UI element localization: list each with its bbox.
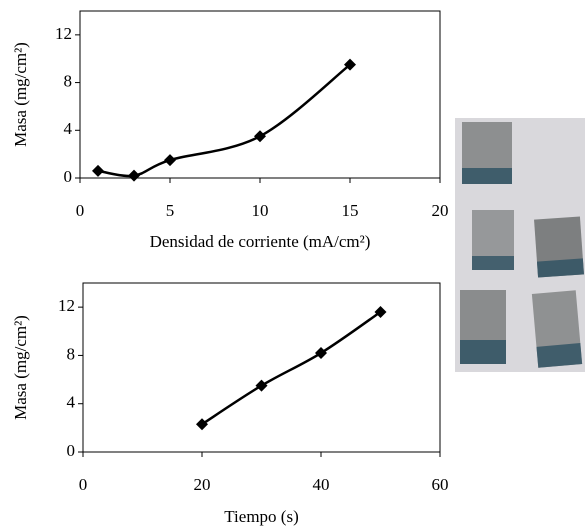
data-point	[374, 305, 387, 318]
y-axis-label: Masa (mg/cm²)	[11, 315, 30, 420]
x-tick-label: 40	[313, 475, 330, 494]
x-tick-label: 0	[79, 475, 88, 494]
x-tick-label: 10	[252, 201, 269, 220]
y-tick-label: 8	[64, 71, 73, 90]
data-point	[344, 58, 356, 71]
x-tick-label: 15	[342, 201, 359, 220]
x-tick-label: 20	[194, 475, 211, 494]
data-point	[255, 379, 268, 392]
data-point	[92, 164, 104, 177]
data-point	[196, 418, 208, 431]
data-point	[164, 154, 176, 167]
y-tick-label: 0	[64, 167, 73, 186]
x-tick-label: 20	[432, 201, 449, 220]
sample-photo	[455, 118, 585, 372]
x-tick-label: 60	[432, 475, 449, 494]
x-tick-label: 0	[76, 201, 85, 220]
y-tick-label: 4	[64, 119, 73, 138]
y-tick-label: 12	[55, 24, 72, 43]
x-tick-label: 5	[166, 201, 175, 220]
y-tick-label: 8	[67, 344, 76, 363]
plot-frame	[82, 282, 441, 453]
y-tick-label: 4	[67, 393, 76, 412]
data-line	[201, 310, 382, 426]
data-point	[128, 169, 140, 182]
y-tick-label: 0	[67, 441, 76, 460]
x-axis-label: Tiempo (s)	[224, 507, 298, 526]
y-tick-label: 12	[58, 296, 75, 315]
y-axis-label: Masa (mg/cm²)	[11, 42, 30, 147]
data-point	[254, 130, 266, 143]
data-point	[315, 347, 327, 360]
data-line	[97, 63, 351, 178]
x-axis-label: Densidad de corriente (mA/cm²)	[150, 232, 371, 251]
plot-frame	[79, 10, 441, 179]
